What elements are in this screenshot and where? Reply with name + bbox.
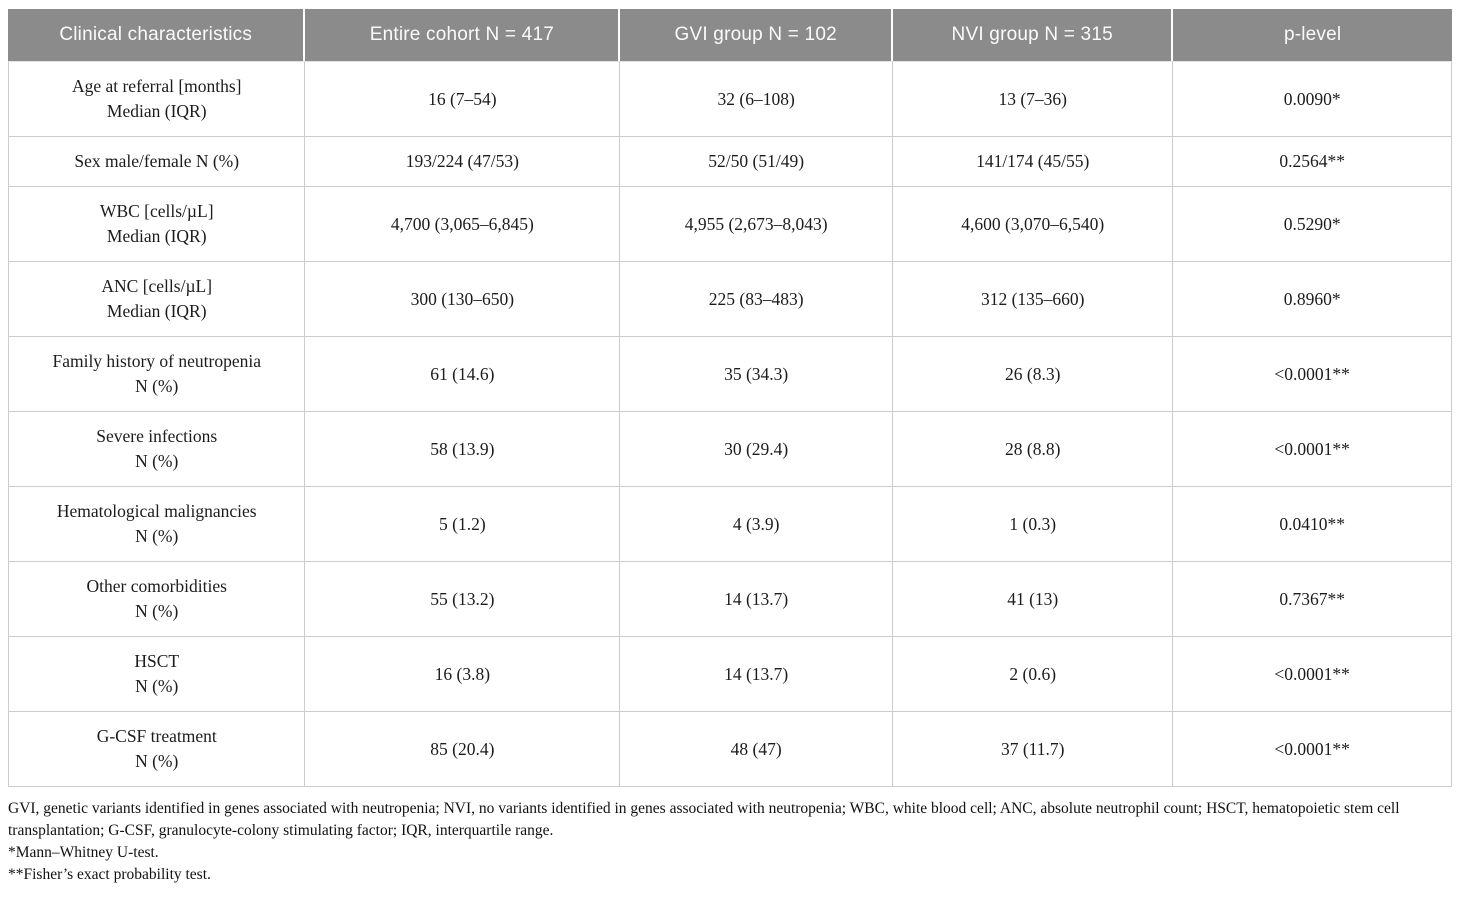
column-header-p-level: p-level: [1173, 9, 1452, 61]
nvi-group-value: 37 (11.7): [893, 712, 1174, 787]
characteristic-label: ANC [cells/µL]: [101, 276, 213, 296]
table-row-family-history: Family history of neutropenia N (%) 61 (…: [8, 337, 1452, 412]
characteristic-label: Severe infections: [96, 426, 218, 446]
header-row: Clinical characteristics Entire cohort N…: [8, 9, 1452, 61]
column-header-nvi-group: NVI group N = 315: [893, 9, 1174, 61]
table-body: Age at referral [months] Median (IQR) 16…: [8, 61, 1452, 787]
entire-cohort-value: 5 (1.2): [305, 487, 621, 562]
gvi-group-value: 30 (29.4): [620, 412, 894, 487]
characteristic-measure: N (%): [135, 676, 179, 696]
characteristic-measure: Median (IQR): [106, 226, 207, 246]
table-row-sex: Sex male/female N (%) 193/224 (47/53) 52…: [8, 137, 1452, 187]
characteristic-label: Family history of neutropenia: [52, 351, 261, 371]
p-level-value: 0.2564**: [1173, 137, 1452, 187]
column-header-entire-cohort: Entire cohort N = 417: [305, 9, 621, 61]
p-level-value: <0.0001**: [1173, 712, 1452, 787]
entire-cohort-value: 85 (20.4): [305, 712, 621, 787]
characteristic-measure: N (%): [135, 376, 179, 396]
table-row-severe-infections: Severe infections N (%) 58 (13.9) 30 (29…: [8, 412, 1452, 487]
p-level-value: <0.0001**: [1173, 337, 1452, 412]
p-level-value: 0.5290*: [1173, 187, 1452, 262]
nvi-group-value: 28 (8.8): [893, 412, 1174, 487]
characteristic-cell: Other comorbidities N (%): [8, 562, 306, 637]
entire-cohort-value: 16 (3.8): [305, 637, 621, 712]
gvi-group-value: 48 (47): [620, 712, 894, 787]
column-header-clinical-characteristics: Clinical characteristics: [8, 9, 306, 61]
characteristic-cell: Severe infections N (%): [8, 412, 306, 487]
nvi-group-value: 1 (0.3): [893, 487, 1174, 562]
characteristic-label: Age at referral [months]: [71, 76, 242, 96]
characteristic-cell: G-CSF treatment N (%): [8, 712, 306, 787]
characteristic-measure: N (%): [135, 751, 179, 771]
characteristic-cell: HSCT N (%): [8, 637, 306, 712]
gvi-group-value: 4 (3.9): [620, 487, 894, 562]
table-row-other-comorbidities: Other comorbidities N (%) 55 (13.2) 14 (…: [8, 562, 1452, 637]
table-row-hematological-malignancies: Hematological malignancies N (%) 5 (1.2)…: [8, 487, 1452, 562]
characteristic-label: G-CSF treatment: [96, 726, 217, 746]
gvi-group-value: 14 (13.7): [620, 637, 894, 712]
entire-cohort-value: 4,700 (3,065–6,845): [305, 187, 621, 262]
table-row-wbc: WBC [cells/µL] Median (IQR) 4,700 (3,065…: [8, 187, 1452, 262]
nvi-group-value: 13 (7–36): [893, 61, 1174, 137]
characteristic-cell: Age at referral [months] Median (IQR): [8, 61, 306, 137]
nvi-group-value: 141/174 (45/55): [893, 137, 1174, 187]
p-level-value: <0.0001**: [1173, 412, 1452, 487]
table-footnotes: GVI, genetic variants identified in gene…: [8, 798, 1460, 886]
characteristic-label: Sex male/female N (%): [74, 151, 240, 171]
entire-cohort-value: 16 (7–54): [305, 61, 621, 137]
p-level-value: 0.7367**: [1173, 562, 1452, 637]
nvi-group-value: 41 (13): [893, 562, 1174, 637]
clinical-characteristics-table: Clinical characteristics Entire cohort N…: [8, 9, 1452, 787]
column-header-gvi-group: GVI group N = 102: [620, 9, 894, 61]
abbreviations-note: GVI, genetic variants identified in gene…: [8, 800, 1400, 839]
p-level-value: 0.8960*: [1173, 262, 1452, 337]
characteristic-label: Hematological malignancies: [56, 501, 257, 521]
table-row-hsct: HSCT N (%) 16 (3.8) 14 (13.7) 2 (0.6) <0…: [8, 637, 1452, 712]
gvi-group-value: 4,955 (2,673–8,043): [620, 187, 894, 262]
nvi-group-value: 2 (0.6): [893, 637, 1174, 712]
mann-whitney-note: *Mann–Whitney U-test.: [8, 844, 159, 861]
entire-cohort-value: 61 (14.6): [305, 337, 621, 412]
table-row-gcsf-treatment: G-CSF treatment N (%) 85 (20.4) 48 (47) …: [8, 712, 1452, 787]
characteristic-label: HSCT: [134, 651, 180, 671]
characteristic-measure: Median (IQR): [106, 301, 207, 321]
characteristic-cell: Hematological malignancies N (%): [8, 487, 306, 562]
nvi-group-value: 312 (135–660): [893, 262, 1174, 337]
entire-cohort-value: 193/224 (47/53): [305, 137, 621, 187]
table-header: Clinical characteristics Entire cohort N…: [8, 9, 1452, 61]
characteristic-label: WBC [cells/µL]: [99, 201, 214, 221]
p-level-value: <0.0001**: [1173, 637, 1452, 712]
characteristic-cell: ANC [cells/µL] Median (IQR): [8, 262, 306, 337]
entire-cohort-value: 55 (13.2): [305, 562, 621, 637]
characteristic-cell: Sex male/female N (%): [8, 137, 306, 187]
characteristic-measure: N (%): [135, 526, 179, 546]
characteristic-measure: N (%): [135, 451, 179, 471]
characteristic-measure: N (%): [135, 601, 179, 621]
gvi-group-value: 32 (6–108): [620, 61, 894, 137]
table-row-age-at-referral: Age at referral [months] Median (IQR) 16…: [8, 61, 1452, 137]
fisher-note: **Fisher’s exact probability test.: [8, 866, 211, 883]
entire-cohort-value: 300 (130–650): [305, 262, 621, 337]
gvi-group-value: 225 (83–483): [620, 262, 894, 337]
p-level-value: 0.0410**: [1173, 487, 1452, 562]
nvi-group-value: 4,600 (3,070–6,540): [893, 187, 1174, 262]
nvi-group-value: 26 (8.3): [893, 337, 1174, 412]
characteristic-cell: WBC [cells/µL] Median (IQR): [8, 187, 306, 262]
characteristic-measure: Median (IQR): [106, 101, 207, 121]
entire-cohort-value: 58 (13.9): [305, 412, 621, 487]
gvi-group-value: 35 (34.3): [620, 337, 894, 412]
p-level-value: 0.0090*: [1173, 61, 1452, 137]
table-row-anc: ANC [cells/µL] Median (IQR) 300 (130–650…: [8, 262, 1452, 337]
gvi-group-value: 14 (13.7): [620, 562, 894, 637]
characteristic-cell: Family history of neutropenia N (%): [8, 337, 306, 412]
gvi-group-value: 52/50 (51/49): [620, 137, 894, 187]
characteristic-label: Other comorbidities: [86, 576, 227, 596]
